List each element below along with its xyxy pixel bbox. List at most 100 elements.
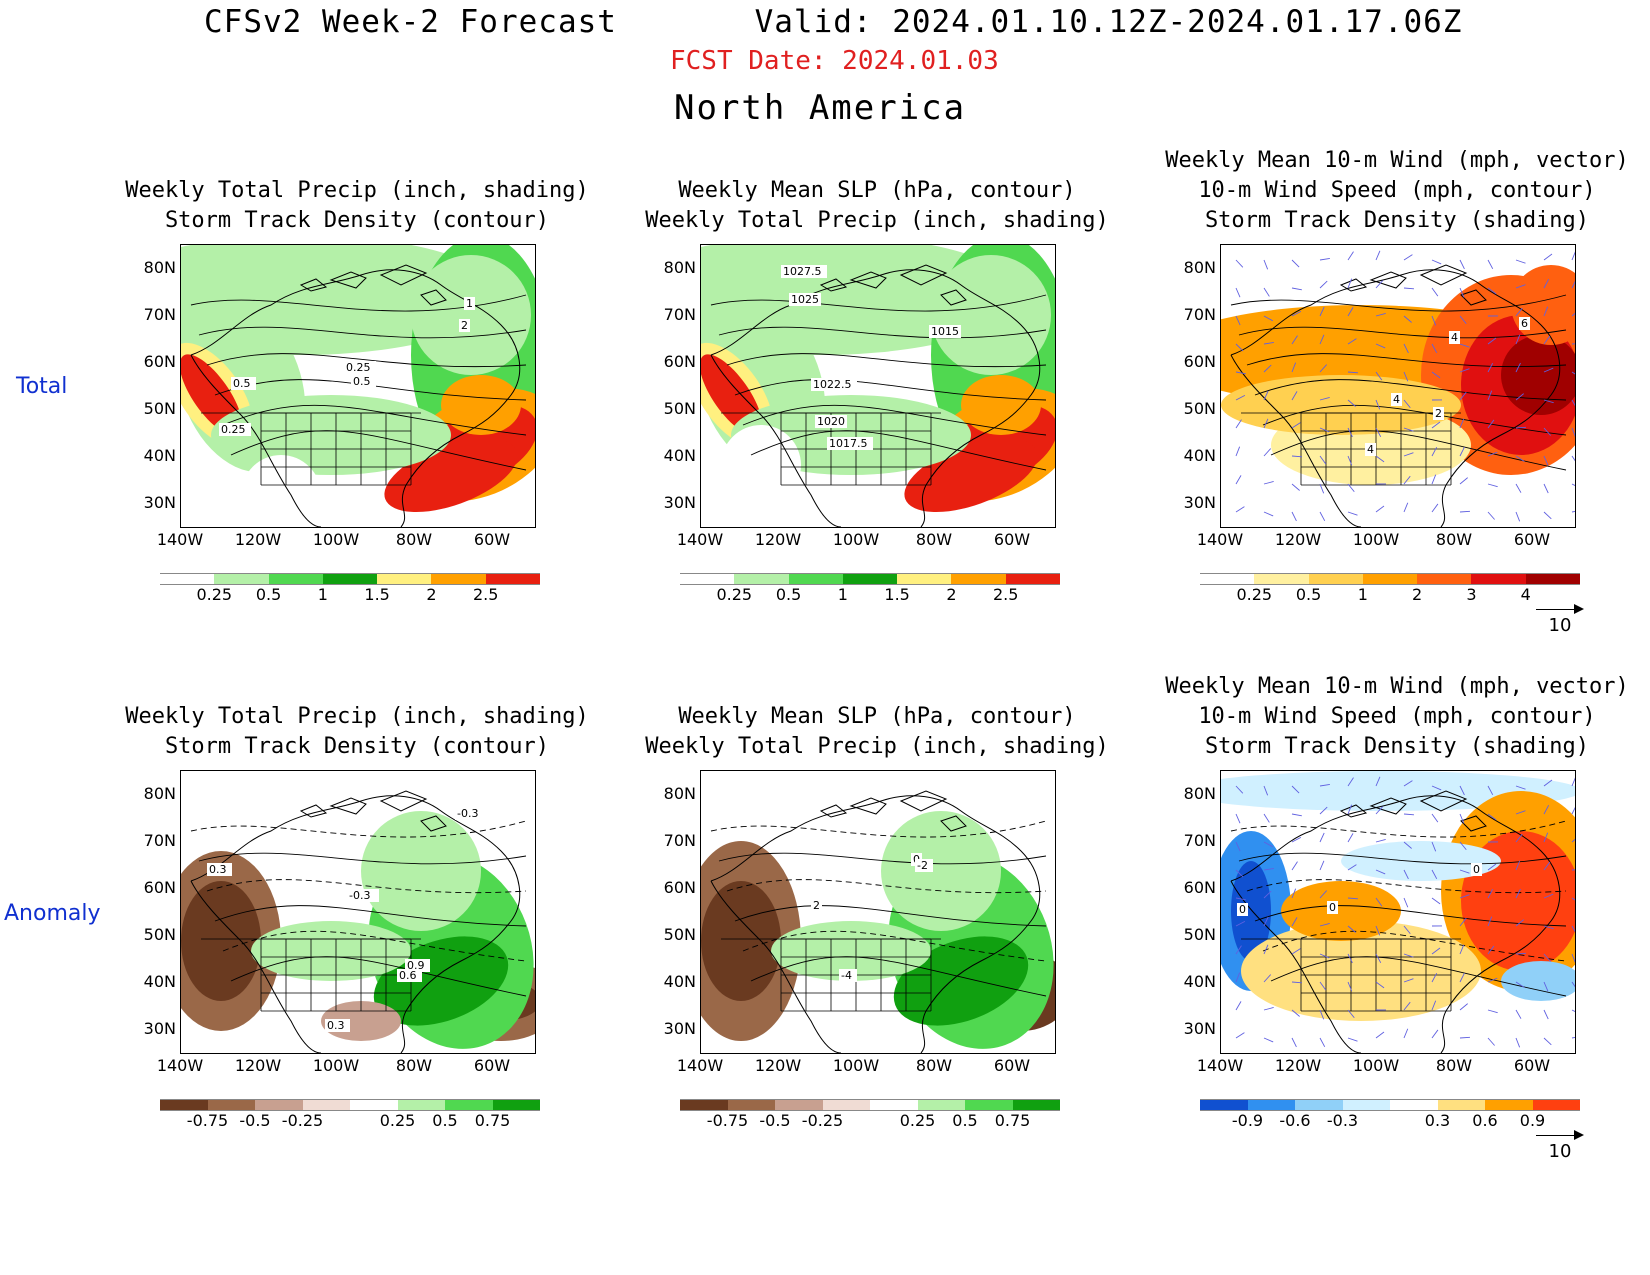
colorbar-swatch	[322, 573, 378, 585]
contour-lines	[710, 820, 1047, 997]
colorbar-swatch	[1485, 1099, 1533, 1111]
contour-label: 0.3	[209, 863, 227, 876]
colorbar-4	[160, 1099, 540, 1111]
row-label-anomaly: Anomaly	[4, 901, 101, 926]
colorbar-label: 0.25	[716, 585, 753, 604]
lat-label: 60N	[1183, 878, 1216, 897]
contour-label: 0.6	[399, 969, 417, 982]
colorbar-swatch	[917, 1099, 965, 1111]
contour-label: -2	[917, 859, 928, 872]
colorbar-label: 0.25	[379, 1111, 416, 1130]
lon-label: 120W	[754, 530, 802, 549]
contour-label: 1015	[931, 325, 959, 338]
lon-label: 60W	[1513, 1056, 1551, 1075]
colorbar-swatch	[965, 1099, 1013, 1111]
contour-label: 4	[1451, 331, 1458, 344]
lat-label: 30N	[1183, 1019, 1216, 1038]
colorbar-swatch	[397, 1099, 445, 1111]
vector-reference-arrow	[1520, 603, 1600, 615]
colorbar-swatch	[951, 573, 1006, 585]
shading-region	[1221, 375, 1461, 435]
shading-region	[181, 881, 261, 1001]
colorbar-swatch	[775, 1099, 823, 1111]
colorbar-swatch	[1417, 573, 1472, 585]
shading-region	[771, 921, 931, 981]
colorbar-swatch	[1525, 573, 1580, 585]
colorbar-swatch	[680, 573, 735, 585]
shading-region	[904, 438, 1038, 512]
page-title: CFSv2 Week-2 Forecast Valid: 2024.01.10.…	[204, 4, 1463, 40]
colorbar-swatch	[1437, 1099, 1485, 1111]
forecast-date: FCST Date: 2024.01.03	[670, 46, 999, 76]
shading-region	[211, 395, 451, 475]
lat-label: 30N	[663, 493, 696, 512]
contour-label: 0.25	[346, 361, 371, 374]
shading-region	[931, 255, 1051, 375]
lon-label: 80W	[395, 530, 433, 549]
map-panel-6: 0 0 0	[1220, 770, 1576, 1054]
contour-label: 1022.5	[813, 378, 852, 391]
lon-label: 80W	[395, 1056, 433, 1075]
colorbar-swatch	[1390, 1099, 1438, 1111]
colorbar-label: 0.5	[255, 585, 282, 604]
lat-label: 40N	[143, 972, 176, 991]
contour-label: 4	[1393, 393, 1400, 406]
colorbar-swatch	[431, 573, 486, 585]
shading-region	[1281, 881, 1401, 941]
colorbar-swatch	[485, 573, 540, 585]
colorbar-label: 0.9	[1519, 1111, 1546, 1130]
colorbar-swatch	[1342, 1099, 1390, 1111]
colorbar-label: 0.3	[1424, 1111, 1451, 1130]
colorbar-swatch	[302, 1099, 350, 1111]
panel-title-2: Weekly Mean SLP (hPa, contour) Weekly To…	[645, 178, 1109, 233]
contour-label: 0.5	[353, 375, 371, 388]
colorbar-label: 2	[426, 585, 437, 604]
lat-label: 70N	[663, 305, 696, 324]
map-panel-4: 0.3 -0.3 -0.3 0.9 0.6 0.3	[180, 770, 536, 1054]
panel-title-6: Weekly Mean 10-m Wind (mph, vector) 10-m…	[1165, 674, 1629, 759]
colorbar-swatch	[1362, 573, 1418, 585]
contour-label: 0.9	[407, 959, 425, 972]
lat-label: 40N	[143, 446, 176, 465]
colorbar-3	[1200, 573, 1580, 585]
map-panel-5: 0-22-4	[700, 770, 1056, 1054]
vector-reference-arrow	[1520, 1129, 1600, 1141]
lat-label: 60N	[143, 352, 176, 371]
lat-label: 80N	[663, 258, 696, 277]
colorbar-label: -0.5	[239, 1111, 271, 1130]
lon-label: 120W	[234, 530, 282, 549]
shading-region	[1231, 861, 1271, 961]
lat-label: 30N	[663, 1019, 696, 1038]
colorbar-label: -0.75	[706, 1111, 749, 1130]
colorbar-swatch	[350, 1099, 398, 1111]
coastline	[1230, 795, 1561, 1053]
lon-label: 60W	[993, 1056, 1031, 1075]
shading-region	[1501, 961, 1575, 1001]
colorbar-label: 1	[837, 585, 848, 604]
lat-label: 60N	[663, 352, 696, 371]
contour-label: 2	[461, 319, 468, 332]
colorbar-swatch	[870, 1099, 918, 1111]
colorbar-6	[1200, 1099, 1580, 1111]
lat-label: 60N	[143, 878, 176, 897]
vector-reference-label: 10	[1548, 1141, 1572, 1162]
lat-label: 50N	[143, 399, 176, 418]
lon-label: 60W	[993, 530, 1031, 549]
colorbar-swatch	[842, 573, 898, 585]
lat-label: 50N	[663, 925, 696, 944]
contour-label: 0.5	[233, 377, 251, 390]
lat-label: 80N	[663, 784, 696, 803]
lat-label: 40N	[663, 972, 696, 991]
map-panel-2: 1027.5 1025 1015 1022.5 1020 1017.5	[700, 244, 1056, 528]
shading-region	[701, 881, 781, 1001]
contour-label: 1	[466, 297, 473, 310]
contour-label: -0.3	[457, 807, 478, 820]
colorbar-swatch	[255, 1099, 303, 1111]
shading-region	[441, 375, 521, 435]
colorbar-label: 0.5	[432, 1111, 458, 1130]
colorbar-swatch	[1471, 573, 1526, 585]
lon-label: 100W	[312, 530, 360, 549]
colorbar-label: 0.5	[775, 585, 802, 604]
lon-label: 140W	[1196, 1056, 1244, 1075]
region-title: North America	[674, 88, 967, 128]
